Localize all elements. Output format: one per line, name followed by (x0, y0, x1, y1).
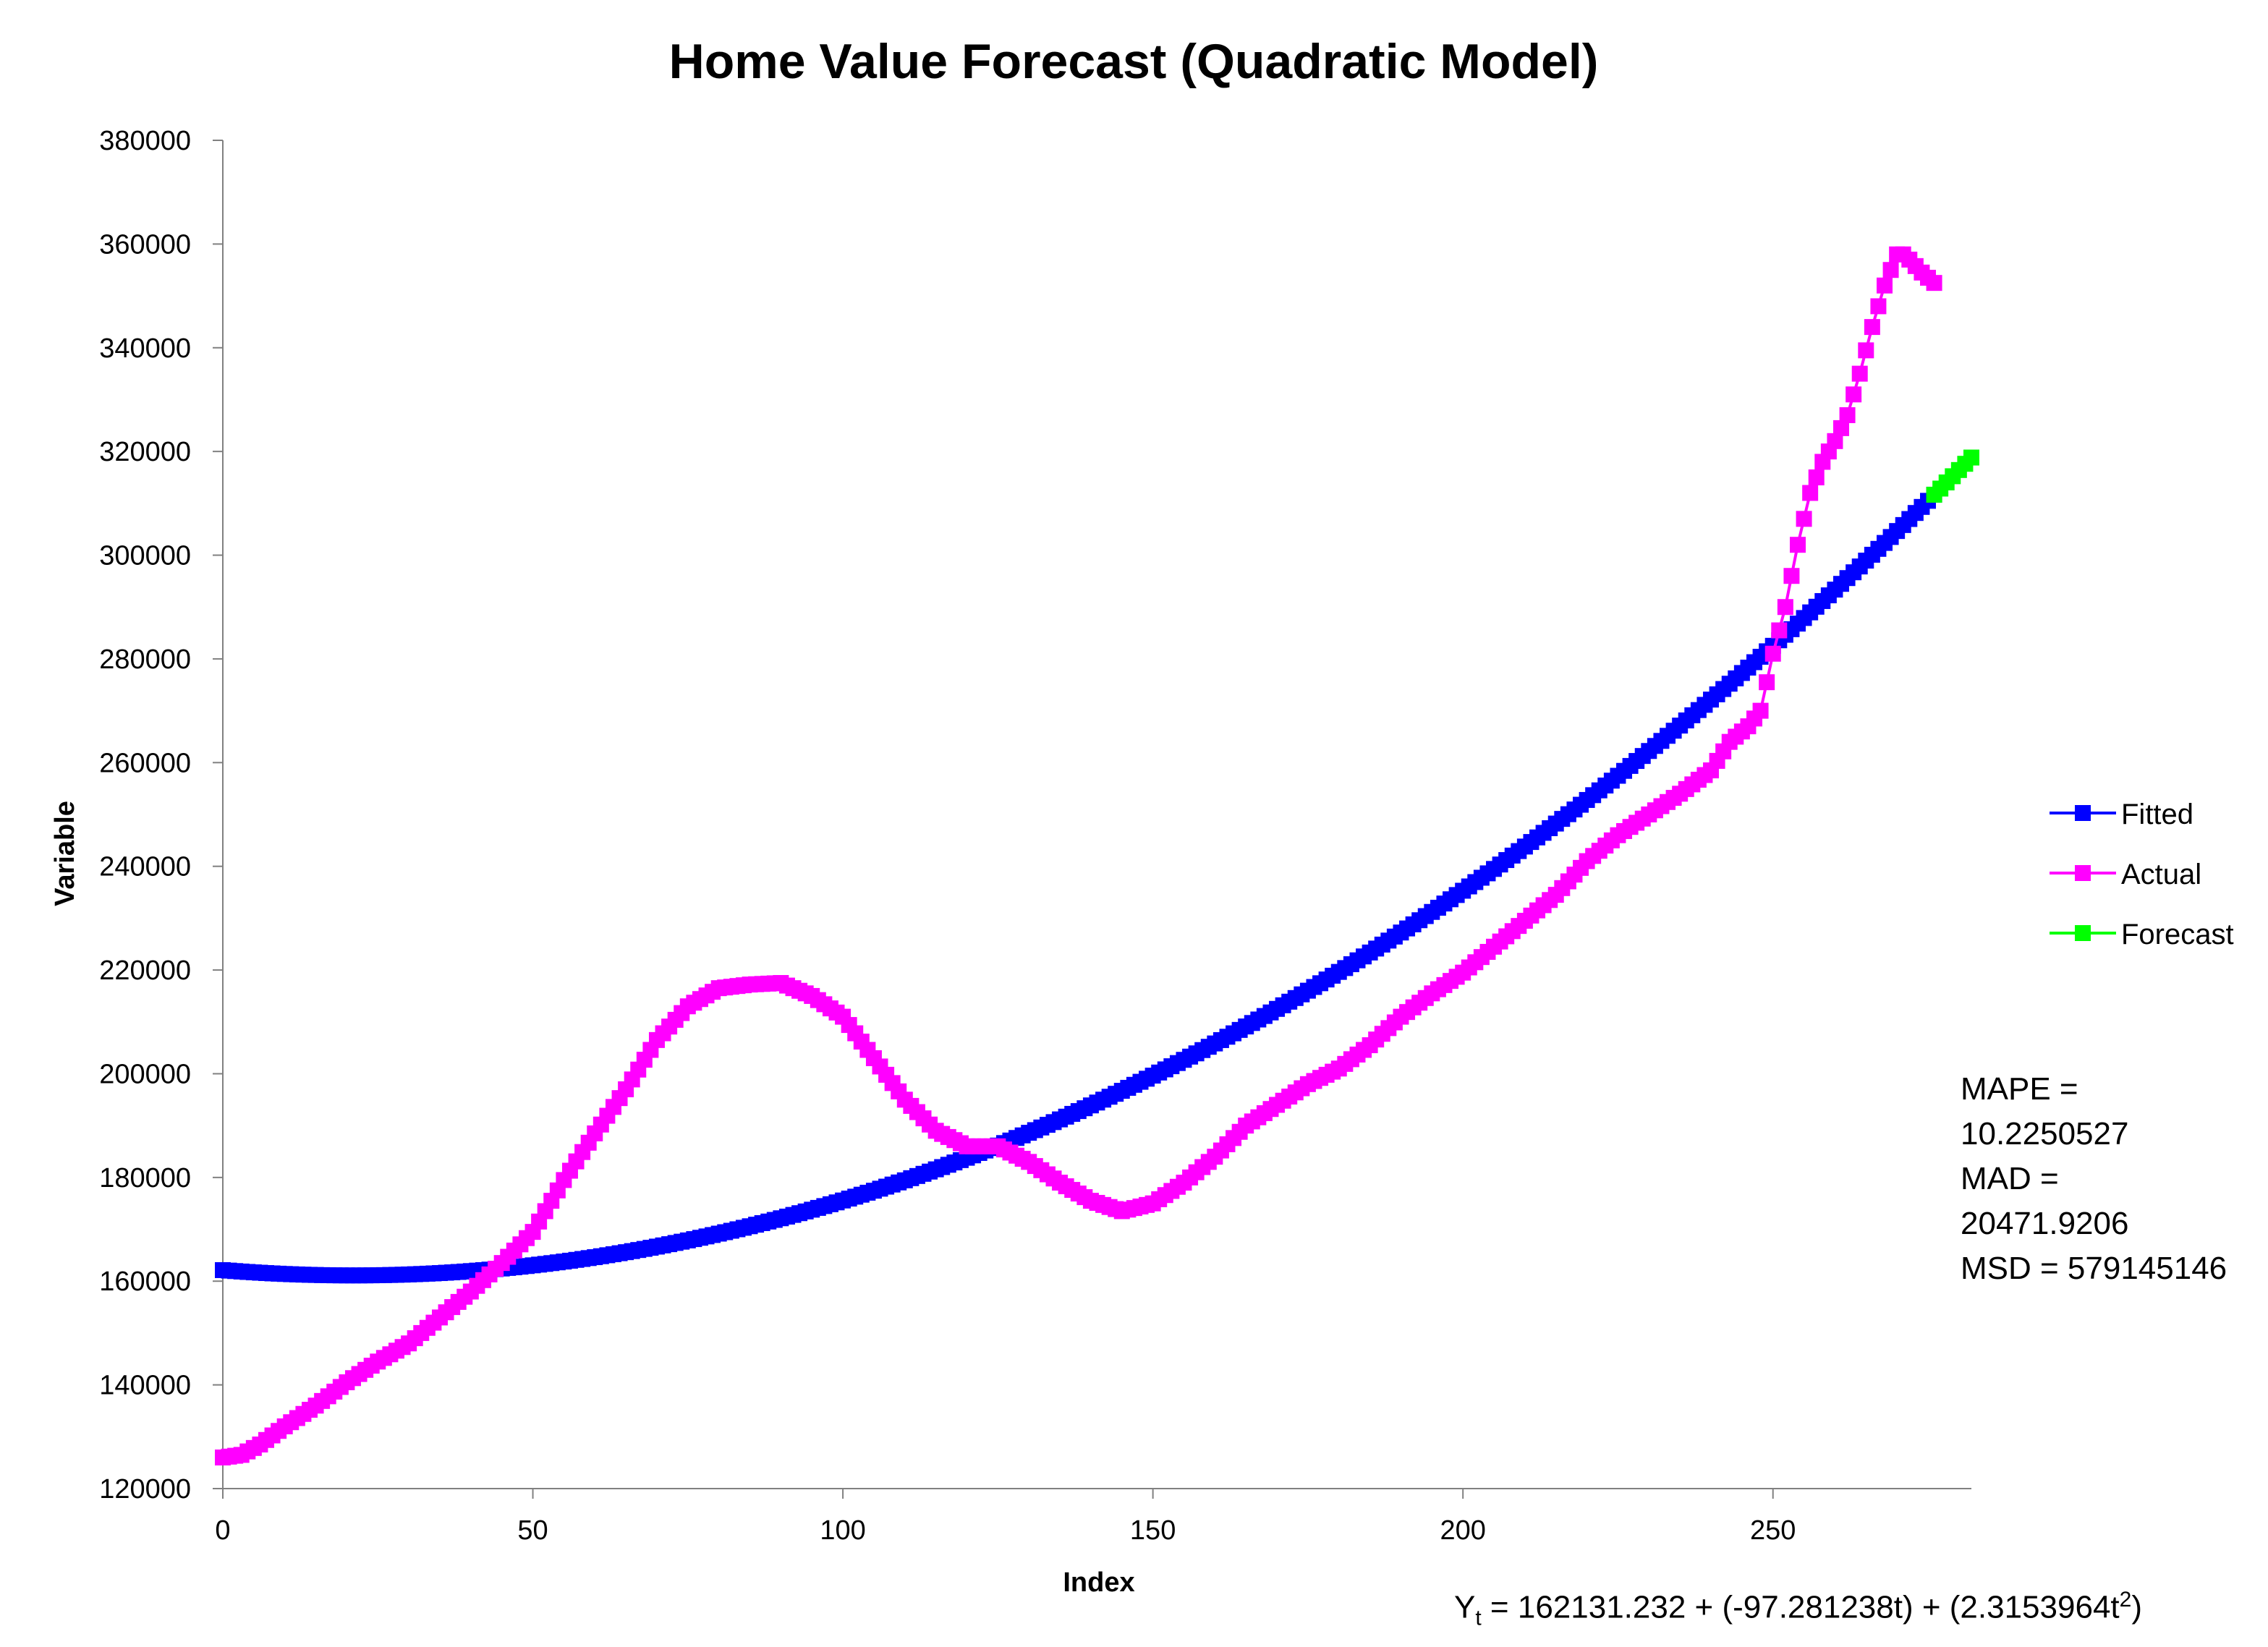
legend-marker (2075, 805, 2091, 821)
data-point (1783, 568, 1800, 584)
y-tick-label: 240000 (99, 852, 191, 882)
data-point (1877, 277, 1893, 294)
stat-line: MSD = 579145146 (1961, 1251, 2227, 1286)
chart-title: Home Value Forecast (Quadratic Model) (669, 34, 1599, 89)
data-point (1882, 262, 1899, 278)
x-axis-label: Index (1063, 1567, 1134, 1598)
legend-marker (2075, 865, 2091, 881)
y-axis-ticks: 120000 140000 160000 180000 200000 220000 2400… (99, 126, 223, 1505)
data-point (1846, 386, 1862, 403)
y-tick-label: 340000 (99, 333, 191, 364)
data-point (1864, 319, 1880, 336)
data-point (1790, 537, 1806, 553)
legend-item-forecast: Forecast (2050, 919, 2234, 950)
series-line (222, 493, 1935, 1277)
x-tick-label: 200 (1440, 1515, 1485, 1546)
y-tick-label: 200000 (99, 1059, 191, 1089)
y-tick-label: 180000 (99, 1163, 191, 1193)
y-tick-label: 360000 (99, 229, 191, 260)
equation-rhs: = 162131.232 + (-97.281238t) + (2.315396… (1481, 1589, 2120, 1625)
data-point (1752, 702, 1769, 719)
data-point (1827, 433, 1843, 449)
data-point (1802, 485, 1819, 501)
y-axis-label: Variable (50, 801, 80, 906)
x-tick-label: 100 (820, 1515, 865, 1546)
legend-label: Fitted (2121, 799, 2193, 830)
stat-line: 20471.9206 (1961, 1206, 2129, 1241)
data-point (1771, 622, 1788, 639)
data-point (1851, 365, 1868, 382)
equation-tail: ) (2131, 1589, 2142, 1625)
data-point (1963, 449, 1979, 466)
equation-lhs-subscript: t (1475, 1606, 1482, 1630)
series-actual (215, 246, 1942, 1465)
model-stats: MAPE = 10.2250527 MAD = 20471.9206 MSD =… (1961, 1067, 2227, 1291)
data-point (1926, 275, 1942, 291)
data-point (1777, 599, 1793, 616)
legend-marker (2075, 925, 2091, 941)
series-layer (215, 246, 1979, 1465)
y-tick-label: 260000 (99, 748, 191, 778)
y-tick-label: 320000 (99, 437, 191, 467)
y-tick-label: 380000 (99, 126, 191, 156)
stat-line: MAD = (1961, 1161, 2059, 1196)
legend-label: Actual (2121, 859, 2201, 890)
data-point (1870, 298, 1887, 315)
data-point (1858, 342, 1874, 359)
data-point (1796, 511, 1812, 527)
data-point (1839, 407, 1856, 423)
equation-exponent: 2 (2119, 1588, 2132, 1612)
equation-lhs: Y (1454, 1589, 1476, 1625)
series-fitted (215, 486, 1942, 1284)
legend: Fitted Actual Forecast (2050, 799, 2234, 950)
x-tick-label: 0 (215, 1515, 230, 1546)
data-point (1759, 674, 1775, 691)
y-tick-label: 120000 (99, 1474, 191, 1505)
series-forecast (1926, 449, 1979, 503)
legend-item-fitted: Fitted (2050, 799, 2193, 830)
legend-item-actual: Actual (2050, 859, 2201, 890)
legend-label: Forecast (2121, 919, 2234, 950)
y-tick-label: 220000 (99, 956, 191, 986)
y-tick-label: 140000 (99, 1371, 191, 1401)
x-axis-ticks: 0 50 100 150 200 250 (215, 1489, 1796, 1546)
stat-line: 10.2250527 (1961, 1116, 2129, 1152)
data-point (1833, 420, 1850, 436)
stat-line: MAPE = (1961, 1071, 2078, 1107)
x-tick-label: 250 (1750, 1515, 1796, 1546)
y-tick-label: 300000 (99, 541, 191, 571)
data-point (1808, 469, 1825, 485)
y-tick-label: 280000 (99, 644, 191, 675)
y-tick-label: 160000 (99, 1267, 191, 1297)
x-tick-label: 50 (517, 1515, 548, 1546)
data-point (1764, 645, 1781, 662)
x-tick-label: 150 (1130, 1515, 1176, 1546)
model-equation: Yt = 162131.232 + (-97.281238t) + (2.315… (1454, 1588, 2142, 1630)
